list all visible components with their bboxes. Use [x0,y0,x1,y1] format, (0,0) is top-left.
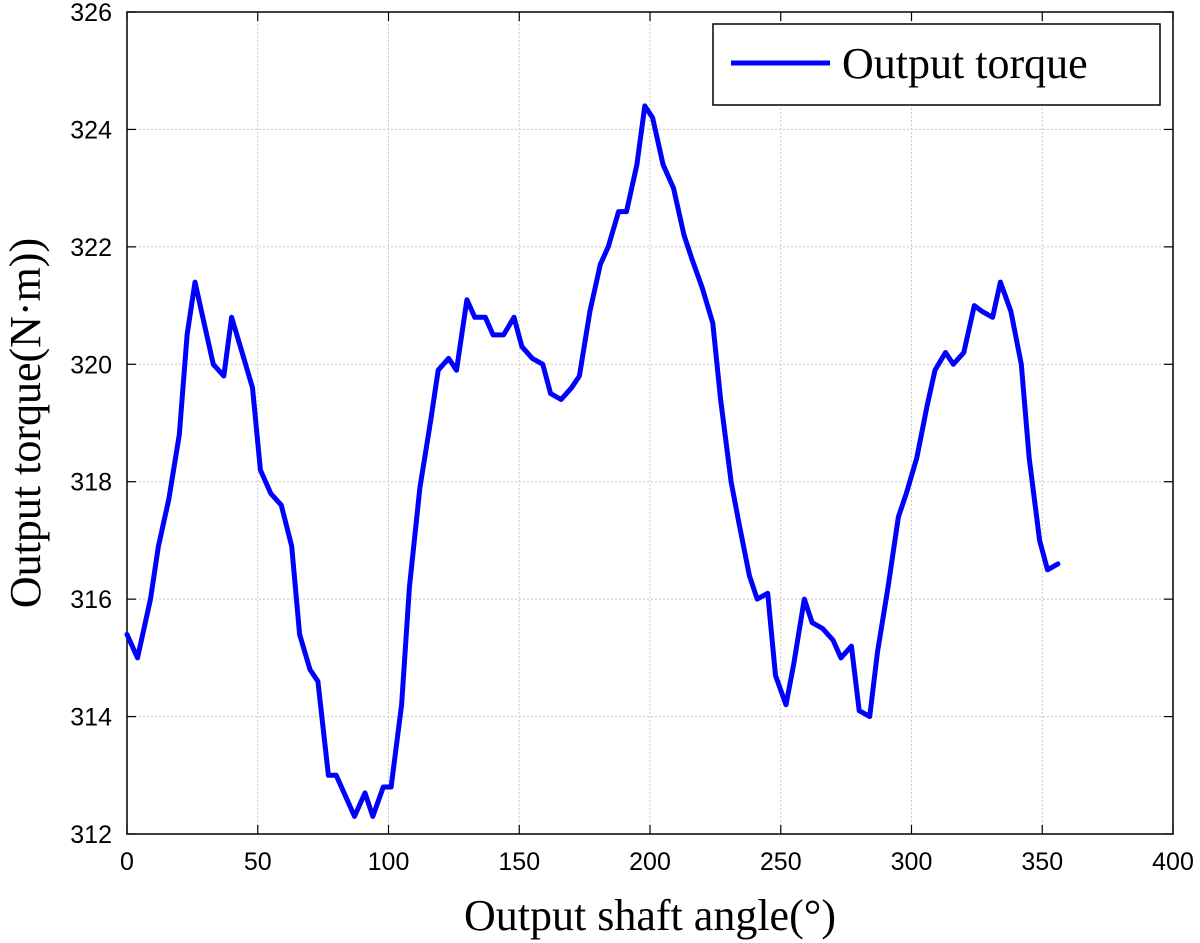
x-tick-label: 250 [760,848,802,876]
y-tick-label: 316 [70,586,112,614]
series-layer [124,103,1061,819]
grid-lines [126,11,1174,835]
x-tick-label: 0 [120,848,134,876]
x-tick-label: 400 [1152,848,1194,876]
x-tick-label: 150 [498,848,540,876]
y-tick-label: 326 [70,0,112,27]
x-tick-label: 200 [629,848,671,876]
x-tick-labels: 0 50 100 150 200 250 300 350 400 [120,848,1194,876]
y-tick-labels: 312 314 316 318 320 322 324 326 [70,0,112,849]
series-line-output-torque [124,103,1061,819]
legend-label: Output torque [842,39,1088,88]
x-tick-label: 300 [891,848,933,876]
y-axis-title: Output torque(N·m)) [1,238,50,608]
y-tick-label: 320 [70,351,112,379]
y-tick-label: 314 [70,704,112,732]
y-tick-label: 322 [70,234,112,262]
legend: Output torque [712,23,1161,106]
x-tick-label: 350 [1021,848,1063,876]
axis-ticks [126,11,1174,835]
y-tick-label: 318 [70,469,112,497]
y-tick-label: 324 [70,116,112,144]
x-axis-title: Output shaft angle(°) [464,891,836,940]
plot-area-frame [126,11,1174,835]
x-tick-label: 100 [368,848,410,876]
y-tick-label: 312 [70,821,112,849]
x-tick-label: 50 [244,848,272,876]
